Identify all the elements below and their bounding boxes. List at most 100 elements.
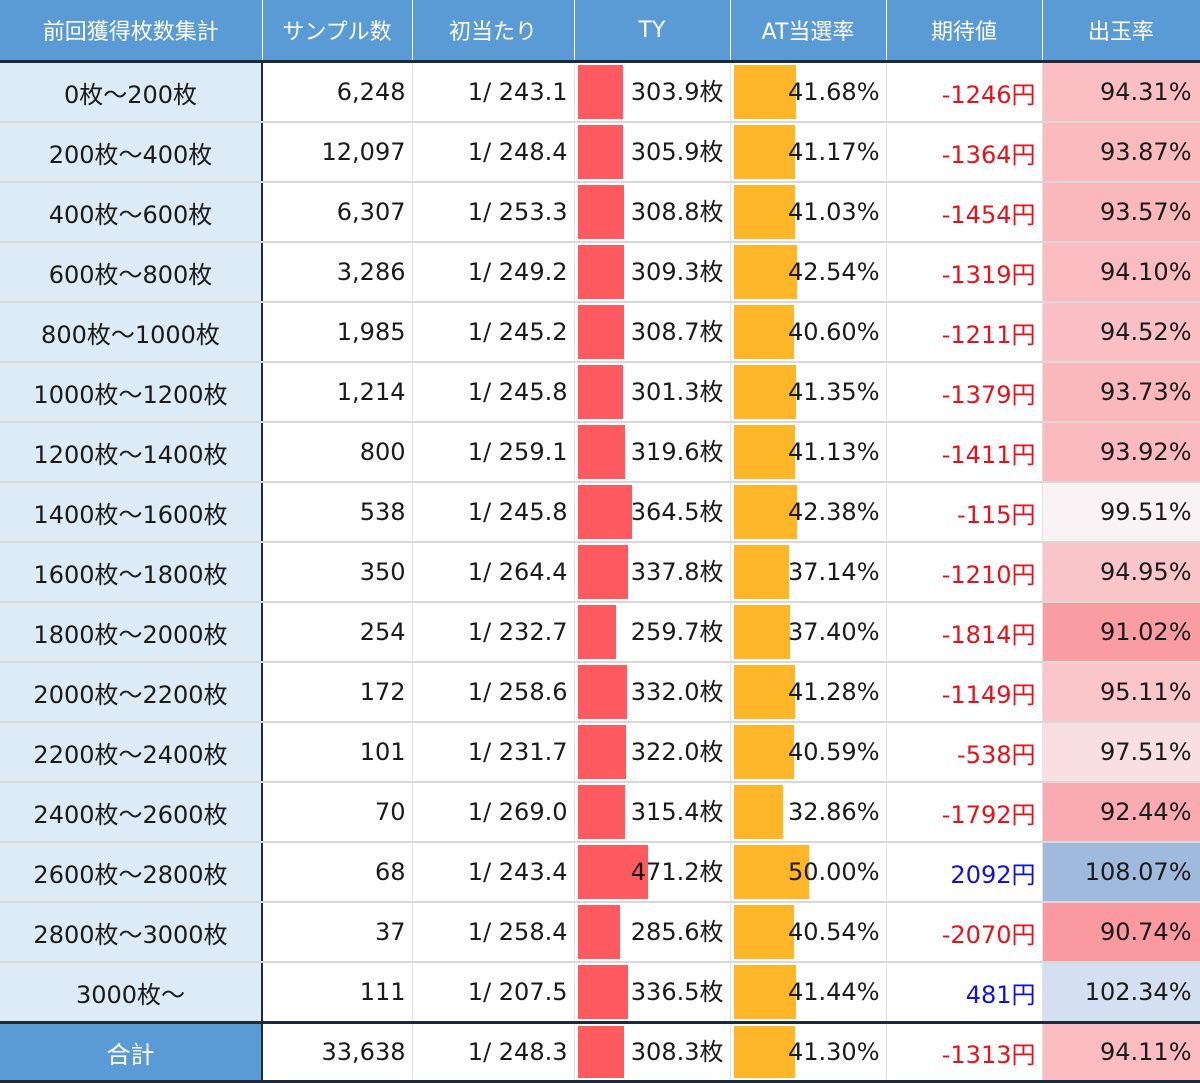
sample-count: 6,248 [262, 60, 413, 123]
sample-count: 70 [262, 782, 413, 843]
at-rate-cell: 41.17% [730, 122, 887, 183]
ty-cell-bar [577, 1026, 624, 1078]
table-row: 1400枚～1600枚 538 1/ 245.8 364.5枚 42.38% -115円 9… [0, 482, 1200, 543]
header-payout-rate: 出玉率 [1041, 0, 1200, 62]
at-rate-cell-bar [733, 185, 796, 239]
at-rate-cell-value: 37.40% [787, 618, 880, 646]
at-rate-cell-bar [733, 245, 798, 299]
at-rate-cell-bar [733, 545, 790, 599]
ty-cell-value: 308.8枚 [630, 198, 724, 226]
expected-value: -2070円 [886, 902, 1043, 963]
at-rate-cell-value: 50.00% [787, 858, 880, 886]
at-rate-cell: 42.38% [730, 482, 887, 543]
at-rate-cell-value: 41.03% [787, 198, 880, 226]
payout-rate: 94.95% [1042, 542, 1200, 603]
ty-cell-value: 305.9枚 [630, 138, 724, 166]
first-hit: 1/ 269.0 [412, 782, 575, 843]
at-rate-cell-value: 41.35% [787, 378, 880, 406]
table-body: 0枚～200枚 6,248 1/ 243.1 303.9枚 41.68% -1246円 94… [0, 60, 1200, 1024]
payout-rate: 94.52% [1042, 302, 1200, 363]
at-rate-cell-value: 40.59% [787, 738, 880, 766]
ty-cell: 322.0枚 [574, 722, 731, 783]
sample-count: 33,638 [262, 1021, 413, 1083]
expected-value: -1454円 [886, 182, 1043, 243]
header-expected-value: 期待値 [885, 0, 1043, 62]
payout-rate: 97.51% [1042, 722, 1200, 783]
expected-value: -1379円 [886, 362, 1043, 423]
table-row: 2000枚～2200枚 172 1/ 258.6 332.0枚 41.28% -1149円… [0, 662, 1200, 723]
first-hit: 1/ 231.7 [412, 722, 575, 783]
ty-cell-value: 315.4枚 [630, 798, 724, 826]
at-rate-cell-value: 41.68% [787, 78, 880, 106]
ty-cell-value: 303.9枚 [630, 78, 724, 106]
payout-rate: 108.07% [1042, 842, 1200, 903]
payout-rate: 90.74% [1042, 902, 1200, 963]
table-row: 2400枚～2600枚 70 1/ 269.0 315.4枚 32.86% -1792円 9… [0, 782, 1200, 843]
at-rate-cell-value: 41.44% [787, 978, 880, 1006]
range-label: 2800枚～3000枚 [0, 902, 263, 963]
at-rate-cell-value: 32.86% [787, 798, 880, 826]
at-rate-cell-value: 42.54% [787, 258, 880, 286]
at-rate-cell-bar [733, 485, 798, 539]
at-rate-cell: 37.14% [730, 542, 887, 603]
ty-cell-value: 309.3枚 [630, 258, 724, 286]
ty-cell-bar [577, 65, 624, 119]
expected-value: -1814円 [886, 602, 1043, 663]
ty-cell-bar [577, 905, 621, 959]
ty-cell-bar [577, 605, 617, 659]
at-rate-cell-value: 42.38% [787, 498, 880, 526]
at-rate-cell-value: 41.17% [787, 138, 880, 166]
sample-count: 350 [262, 542, 413, 603]
at-rate-cell: 40.54% [730, 902, 887, 963]
first-hit: 1/ 245.2 [412, 302, 575, 363]
ty-cell-value: 301.3枚 [630, 378, 724, 406]
range-label: 1400枚～1600枚 [0, 482, 263, 543]
ty-cell-bar [577, 185, 624, 239]
table-row: 2200枚～2400枚 101 1/ 231.7 322.0枚 40.59% -538円 9… [0, 722, 1200, 783]
first-hit: 1/ 258.4 [412, 902, 575, 963]
at-rate-cell: 40.60% [730, 302, 887, 363]
ty-cell-bar [577, 845, 649, 899]
sample-count: 800 [262, 422, 413, 483]
table-row: 2600枚～2800枚 68 1/ 243.4 471.2枚 50.00% 2092円 10… [0, 842, 1200, 903]
table-row: 3000枚～ 111 1/ 207.5 336.5枚 41.44% 481円 102.34% [0, 962, 1200, 1024]
ty-cell-value: 285.6枚 [630, 918, 724, 946]
at-rate-cell: 32.86% [730, 782, 887, 843]
at-rate-cell: 41.03% [730, 182, 887, 243]
sample-count: 12,097 [262, 122, 413, 183]
ty-cell-bar [577, 245, 624, 299]
range-label: 2600枚～2800枚 [0, 842, 263, 903]
payout-rate: 91.02% [1042, 602, 1200, 663]
table-row: 2800枚～3000枚 37 1/ 258.4 285.6枚 40.54% -2070円 9… [0, 902, 1200, 963]
ty-cell-value: 308.7枚 [630, 318, 724, 346]
expected-value: -1210円 [886, 542, 1043, 603]
ty-cell-value: 319.6枚 [630, 438, 724, 466]
ty-cell: 319.6枚 [574, 422, 731, 483]
ty-cell-bar [577, 785, 625, 839]
ty-cell: 315.4枚 [574, 782, 731, 843]
expected-value: -538円 [886, 722, 1043, 783]
at-rate-cell-value: 41.28% [787, 678, 880, 706]
at-rate-cell: 41.30% [730, 1021, 887, 1083]
ty-cell: 285.6枚 [574, 902, 731, 963]
ty-cell-value: 364.5枚 [630, 498, 724, 526]
at-rate-cell-bar [733, 905, 795, 959]
header-row: 前回獲得枚数集計 サンプル数 初当たり TY AT当選率 期待値 出玉率 [0, 0, 1200, 62]
header-at-rate: AT当選率 [729, 0, 887, 62]
ty-cell-value: 471.2枚 [630, 858, 724, 886]
at-rate-cell-bar [733, 365, 796, 419]
range-label: 400枚～600枚 [0, 182, 263, 243]
at-rate-cell-value: 40.54% [787, 918, 880, 946]
expected-value: -1211円 [886, 302, 1043, 363]
ty-cell: 303.9枚 [574, 60, 731, 123]
at-rate-cell: 37.40% [730, 602, 887, 663]
expected-value: -1246円 [886, 60, 1043, 123]
first-hit: 1/ 249.2 [412, 242, 575, 303]
ty-cell-bar [577, 545, 629, 599]
ty-cell-bar [577, 365, 623, 419]
expected-value: -1313円 [886, 1021, 1043, 1083]
table-row: 0枚～200枚 6,248 1/ 243.1 303.9枚 41.68% -1246円 94… [0, 60, 1200, 123]
range-label: 1000枚～1200枚 [0, 362, 263, 423]
header-first-hit: 初当たり [411, 0, 575, 62]
